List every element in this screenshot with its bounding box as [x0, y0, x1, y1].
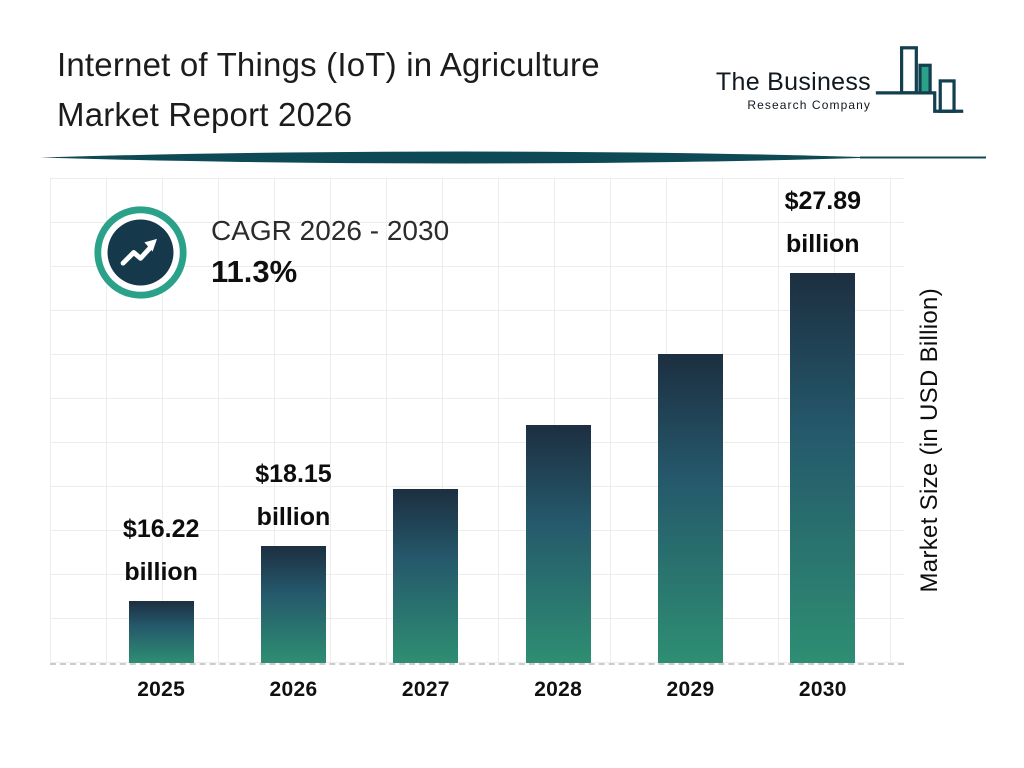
bar-chart-logo-icon [875, 46, 964, 113]
x-axis-tick-2025: 2025 [137, 678, 186, 701]
company-logo-text: The Business Research Company [716, 68, 871, 116]
page-title: Internet of Things (IoT) in Agriculture … [57, 40, 600, 139]
bar-column-2026: $18.15 billion [227, 453, 359, 663]
bar-column-2028 [492, 425, 624, 663]
bar-2028 [525, 425, 591, 663]
title-divider [40, 151, 986, 164]
growth-arrow-icon [94, 206, 187, 299]
bar-column-2029 [624, 354, 756, 663]
bar-2025 [128, 601, 194, 663]
bar-2027 [393, 489, 459, 663]
y-axis-label: Market Size (in USD Billion) [916, 288, 943, 593]
x-axis-tick-2030: 2030 [798, 678, 847, 701]
bar-column-2027 [360, 489, 492, 663]
x-axis-tick-2026: 2026 [269, 678, 318, 701]
x-axis-tick-2027: 2027 [401, 678, 450, 701]
cagr-badge: CAGR 2026 - 2030 11.3% [92, 204, 449, 301]
bar-2029 [657, 354, 723, 663]
x-axis-tick-2028: 2028 [534, 678, 583, 701]
company-logo: The Business Research Company [716, 44, 966, 116]
chart-plot-area: $16.22 billion $18.15 billion $27.89 billion [95, 180, 889, 663]
bar-2026 [260, 546, 326, 663]
company-subname: Research Company [747, 98, 871, 112]
page-title-line2: Market Report 2026 [57, 95, 353, 133]
cagr-label: CAGR 2026 - 2030 [211, 215, 450, 246]
bar-value-label-2026: $18.15 billion [255, 459, 332, 532]
x-axis: 2025 2026 2027 2028 2029 2030 [95, 678, 889, 702]
bar-column-2025: $16.22 billion [95, 508, 227, 663]
cagr-value: 11.3% [211, 254, 298, 289]
page-title-line1: Internet of Things (IoT) in Agriculture [57, 46, 600, 83]
header: Internet of Things (IoT) in Agriculture … [0, 0, 1024, 139]
bar-value-label-2025: $16.22 billion [122, 514, 200, 587]
bar-column-2030: $27.89 billion [757, 180, 889, 663]
x-axis-tick-2029: 2029 [666, 678, 715, 701]
bar-chart: CAGR 2026 - 2030 11.3% $16.22 billion $18.… [50, 178, 904, 665]
bar-2030 [790, 273, 856, 663]
company-name: The Business [715, 68, 871, 96]
bar-value-label-2030: $27.89 billion [784, 186, 862, 259]
cagr-text: CAGR 2026 - 2030 11.3% [211, 215, 449, 290]
